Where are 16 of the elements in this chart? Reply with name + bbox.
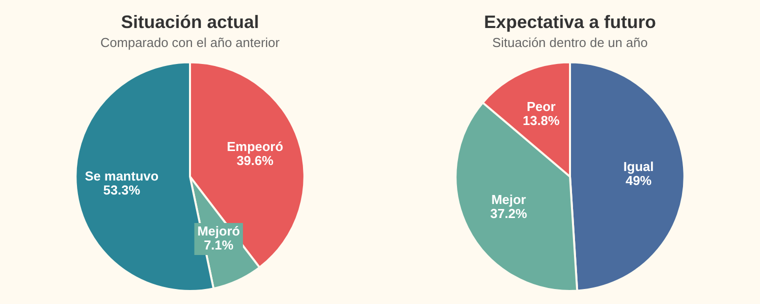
data-label: 13.8% <box>522 112 560 128</box>
data-label: 49% <box>626 173 652 188</box>
chart-title: Expectativa a futuro <box>484 12 656 32</box>
slice-label: Peor <box>526 98 556 114</box>
data-label: 37.2% <box>490 206 528 221</box>
slice-label: Se mantuvo <box>84 168 159 184</box>
slice-label: Igual <box>623 159 654 174</box>
slice-label: Mejoró <box>197 224 240 239</box>
chart-subtitle: Situación dentro de un año <box>492 34 648 50</box>
slice-label: Empeoró <box>226 139 284 154</box>
chart-title: Situación actual <box>120 12 260 32</box>
data-label: 39.6% <box>236 153 274 168</box>
data-label: 53.3% <box>103 182 141 198</box>
chart-subtitle: Comparado con el año anterior <box>100 34 280 50</box>
slice-label: Mejor <box>491 192 526 207</box>
data-label: 7.1% <box>204 238 234 253</box>
